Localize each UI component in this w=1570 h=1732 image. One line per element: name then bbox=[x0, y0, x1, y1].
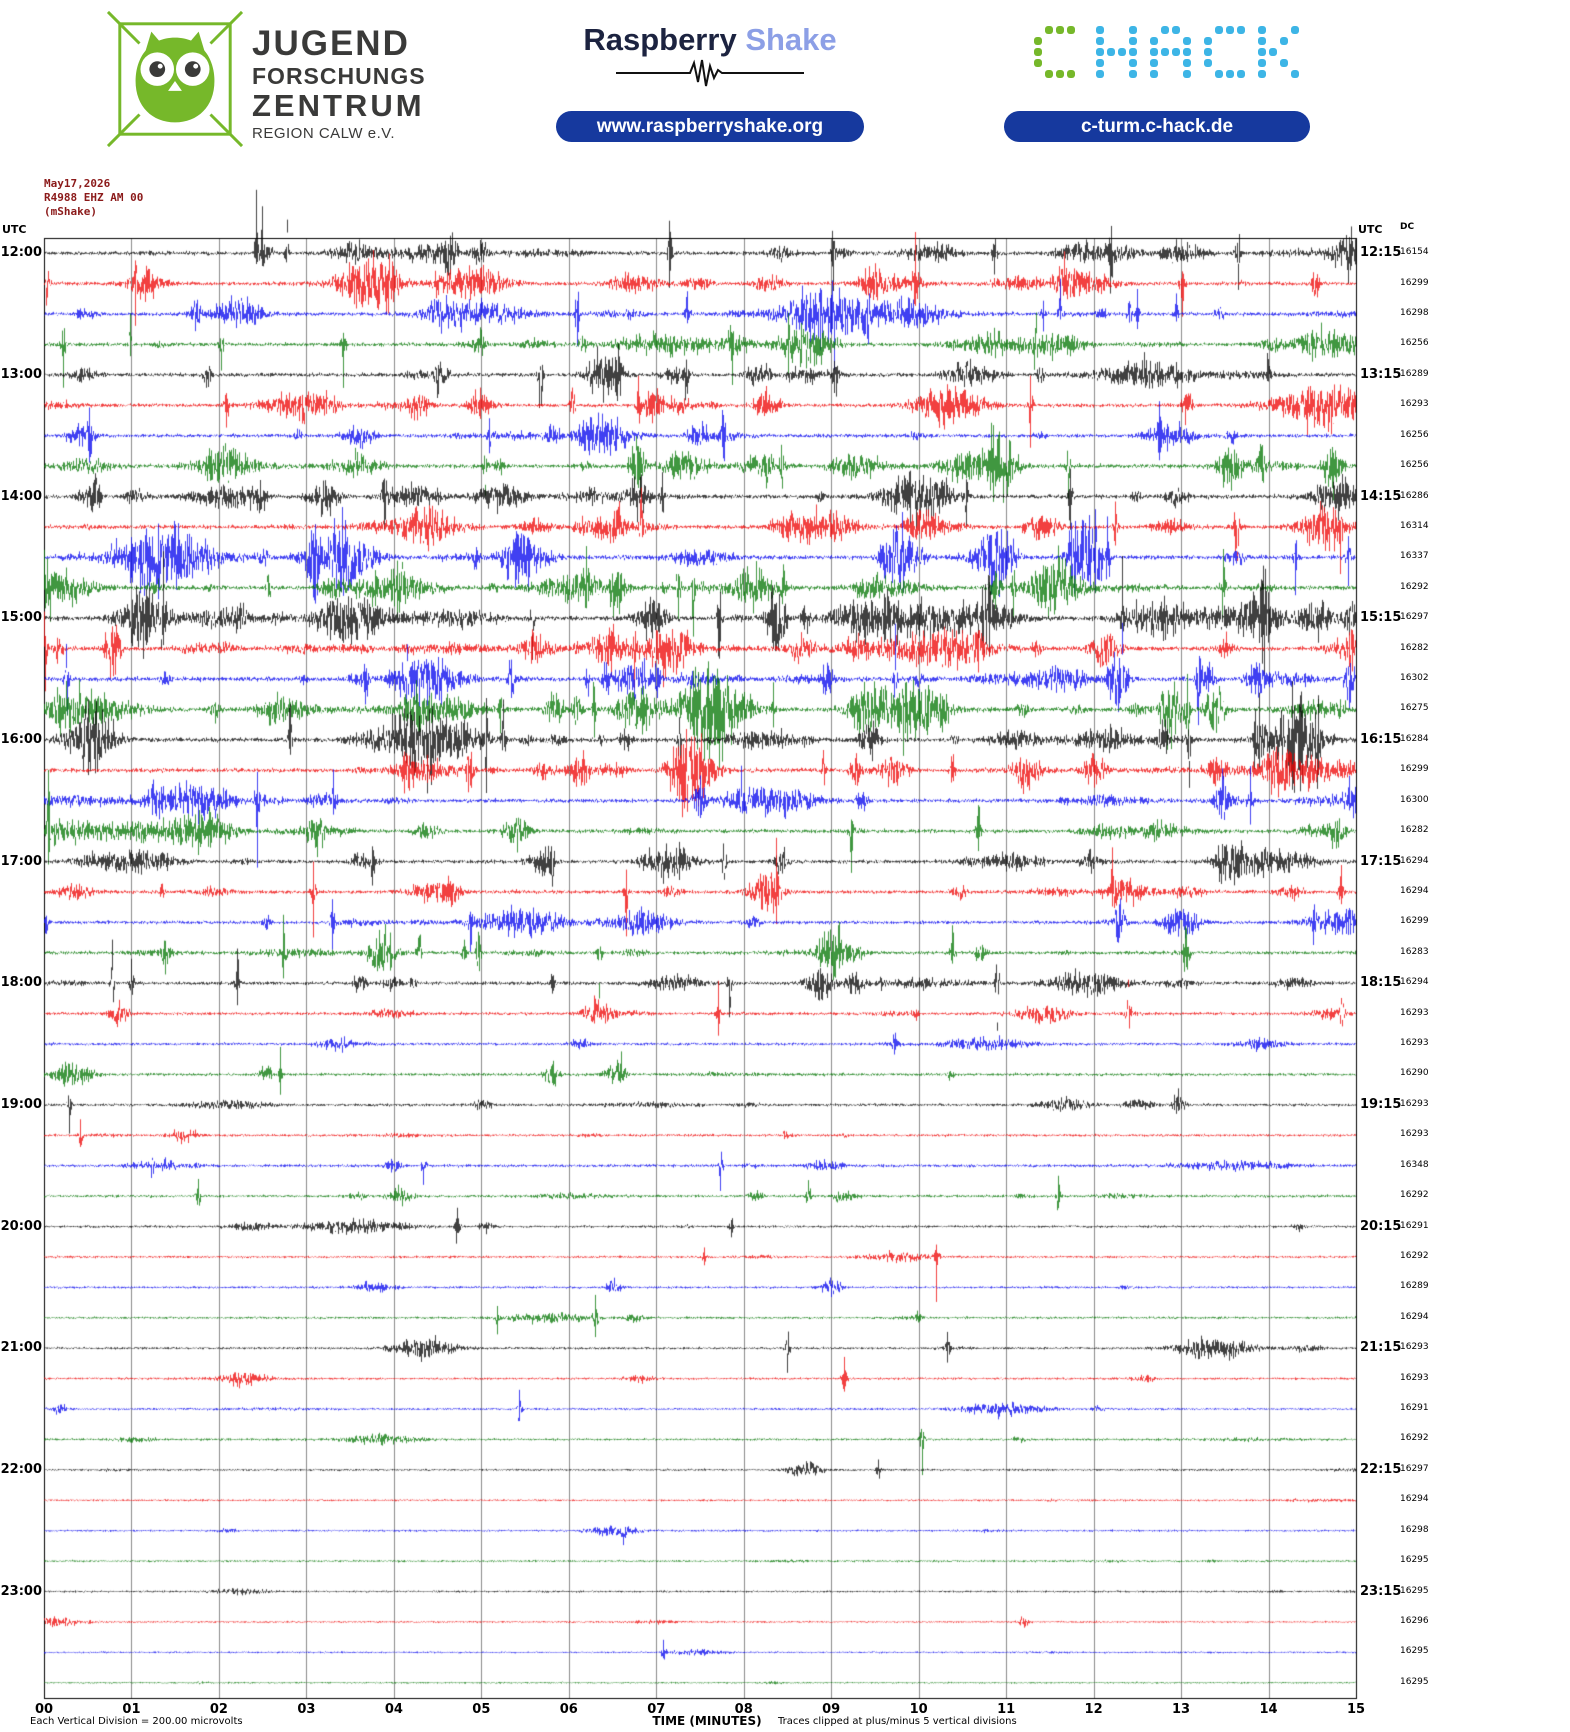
chack-letter-dot bbox=[1204, 48, 1212, 56]
chack-letter-dot bbox=[1096, 48, 1104, 56]
jfz-title-forschungs: FORSCHUNGS bbox=[252, 63, 426, 89]
chack-letter-dot bbox=[1226, 70, 1234, 78]
raspberryshake-link[interactable]: www.raspberryshake.org bbox=[556, 111, 864, 142]
chack-logo bbox=[1034, 26, 1304, 81]
chack-letter-dot bbox=[1096, 59, 1104, 67]
chack-letter-dot bbox=[1067, 26, 1075, 34]
chack-letter-dot bbox=[1096, 70, 1104, 78]
chack-letter-dot bbox=[1172, 26, 1180, 34]
chack-letter-dot bbox=[1183, 48, 1191, 56]
chack-letter-dot bbox=[1045, 70, 1053, 78]
chack-letter-dot bbox=[1150, 59, 1158, 67]
chack-letter-dot bbox=[1204, 37, 1212, 45]
chack-letter-dot bbox=[1161, 26, 1169, 34]
jfz-title-zentrum: ZENTRUM bbox=[252, 88, 425, 123]
chack-letter-dot bbox=[1129, 26, 1137, 34]
chack-letter-dot bbox=[1045, 26, 1053, 34]
station-date: May17,2026 bbox=[44, 177, 111, 190]
chack-letter-dot bbox=[1034, 59, 1042, 67]
utc-label-right: UTC bbox=[1358, 223, 1383, 236]
station-network: (mShake) bbox=[44, 205, 97, 218]
station-id: R4988 EHZ AM 00 bbox=[44, 191, 144, 204]
chack-letter-dot bbox=[1056, 70, 1064, 78]
chack-letter-dot bbox=[1129, 48, 1137, 56]
chack-letter-dot bbox=[1280, 37, 1288, 45]
chack-letter-dot bbox=[1226, 26, 1234, 34]
chack-letter-dot bbox=[1056, 26, 1064, 34]
jfz-region-line: REGION CALW e.V. bbox=[252, 125, 396, 142]
chack-letter-dot bbox=[1150, 37, 1158, 45]
chack-letter-dot bbox=[1118, 48, 1126, 56]
chack-letter-dot bbox=[1258, 70, 1266, 78]
jfz-title-jugend: JUGEND bbox=[252, 24, 410, 63]
shake-text: Shake bbox=[745, 22, 837, 57]
jfz-logo-text: JUGEND FORSCHUNGS ZENTRUM REGION CALW e.… bbox=[252, 26, 426, 146]
chack-letter-dot bbox=[1258, 26, 1266, 34]
chack-letter-dot bbox=[1237, 70, 1245, 78]
chack-letter-dot bbox=[1161, 48, 1169, 56]
dc-column-header: DC bbox=[1400, 222, 1415, 232]
x-axis-title: TIME (MINUTES) bbox=[652, 1714, 762, 1728]
chack-letter-dot bbox=[1183, 37, 1191, 45]
chack-letter-dot bbox=[1129, 70, 1137, 78]
chack-letter-dot bbox=[1107, 48, 1115, 56]
chack-letter-dot bbox=[1280, 59, 1288, 67]
chack-letter-dot bbox=[1129, 37, 1137, 45]
utc-label-left: UTC bbox=[2, 223, 27, 236]
chack-letter-dot bbox=[1034, 48, 1042, 56]
station-info: May17,2026 R4988 EHZ AM 00 (mShake) bbox=[44, 177, 143, 219]
chack-letter-dot bbox=[1096, 26, 1104, 34]
chack-letter-dot bbox=[1269, 48, 1277, 56]
chack-letter-dot bbox=[1291, 70, 1299, 78]
vertical-division-note: Each Vertical Division = 200.00 microvol… bbox=[30, 1716, 243, 1727]
chack-link[interactable]: c-turm.c-hack.de bbox=[1004, 111, 1310, 142]
chack-letter-dot bbox=[1215, 70, 1223, 78]
chack-letter-dot bbox=[1129, 59, 1137, 67]
clipping-note: Traces clipped at plus/minus 5 vertical … bbox=[778, 1716, 1017, 1727]
chack-letter-dot bbox=[1258, 37, 1266, 45]
chack-letter-dot bbox=[1096, 37, 1104, 45]
chack-letter-dot bbox=[1067, 70, 1075, 78]
chack-letter-dot bbox=[1237, 26, 1245, 34]
chack-letter-dot bbox=[1150, 48, 1158, 56]
raspberry-text: Raspberry bbox=[583, 22, 737, 57]
chack-letter-dot bbox=[1172, 48, 1180, 56]
chack-letter-dot bbox=[1258, 48, 1266, 56]
chack-letter-dot bbox=[1215, 26, 1223, 34]
chack-letter-dot bbox=[1183, 70, 1191, 78]
chack-letter-dot bbox=[1150, 70, 1158, 78]
chack-letter-dot bbox=[1291, 26, 1299, 34]
seismic-waveform-icon bbox=[616, 59, 804, 87]
raspberry-shake-wordmark: Raspberry Shake bbox=[556, 22, 864, 58]
chack-letter-dot bbox=[1258, 59, 1266, 67]
jfz-owl-icon bbox=[106, 10, 244, 148]
chack-letter-dot bbox=[1034, 37, 1042, 45]
chack-letter-dot bbox=[1183, 59, 1191, 67]
chack-letter-dot bbox=[1204, 59, 1212, 67]
